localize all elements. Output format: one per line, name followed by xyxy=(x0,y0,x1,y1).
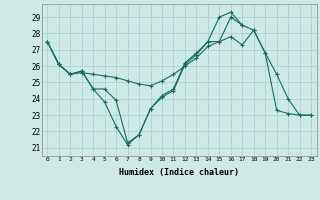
X-axis label: Humidex (Indice chaleur): Humidex (Indice chaleur) xyxy=(119,168,239,177)
